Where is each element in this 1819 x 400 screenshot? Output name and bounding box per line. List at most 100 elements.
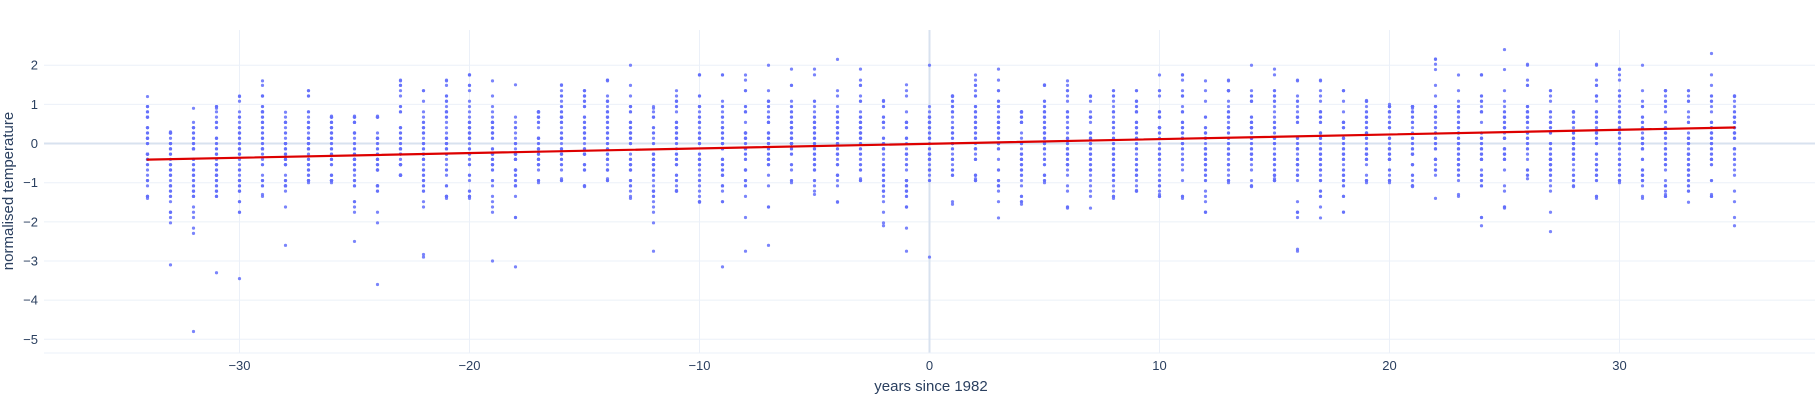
data-point	[237, 200, 242, 204]
data-point	[421, 200, 426, 204]
data-point	[214, 189, 219, 193]
data-point	[766, 89, 771, 93]
data-point	[375, 184, 380, 188]
data-point	[628, 141, 633, 146]
y-tick-label: 2	[31, 58, 38, 73]
data-point	[904, 249, 909, 253]
data-point	[1571, 126, 1576, 130]
data-point	[904, 152, 909, 156]
data-point	[1226, 120, 1231, 124]
data-point	[1203, 115, 1208, 119]
data-point	[536, 110, 541, 114]
data-point	[1019, 194, 1024, 198]
data-point	[1502, 104, 1507, 109]
data-point	[467, 83, 472, 87]
data-point	[858, 94, 863, 98]
data-point	[1295, 157, 1300, 161]
data-point	[214, 147, 219, 151]
data-point	[605, 163, 610, 167]
data-point	[237, 136, 242, 140]
data-point	[1640, 104, 1645, 109]
data-point	[1042, 126, 1047, 130]
data-point	[1456, 73, 1461, 77]
data-point	[1433, 115, 1438, 119]
data-point	[1548, 163, 1553, 167]
data-point	[1272, 152, 1277, 156]
data-point	[1134, 89, 1139, 93]
data-point	[467, 120, 472, 124]
data-point	[881, 200, 886, 204]
data-point	[1709, 131, 1714, 135]
data-point	[191, 136, 196, 140]
data-point	[1134, 173, 1139, 177]
data-point	[1732, 168, 1737, 172]
data-point	[1387, 173, 1392, 177]
data-point	[513, 184, 518, 188]
data-point	[1226, 89, 1231, 93]
data-point	[996, 110, 1001, 114]
data-point	[1157, 126, 1162, 130]
data-point	[1479, 224, 1484, 228]
x-tick-label: −30	[228, 358, 250, 373]
data-point	[329, 178, 334, 183]
data-point	[651, 136, 656, 140]
data-point	[1111, 115, 1116, 119]
data-point	[260, 115, 265, 119]
data-point	[237, 110, 242, 114]
data-point	[490, 200, 495, 204]
data-point	[812, 157, 817, 161]
data-point	[858, 152, 863, 156]
data-point	[1249, 147, 1254, 151]
data-point	[1341, 163, 1346, 167]
data-point	[1525, 157, 1530, 161]
data-point	[490, 147, 495, 151]
data-point	[858, 157, 863, 161]
data-point	[145, 126, 150, 130]
data-point	[1019, 163, 1024, 167]
data-point	[720, 184, 725, 188]
data-point	[1732, 157, 1737, 161]
data-point	[1617, 104, 1622, 109]
data-point	[283, 184, 288, 188]
data-point	[1226, 104, 1231, 109]
data-point	[536, 178, 541, 183]
data-point	[283, 243, 288, 247]
data-point	[697, 189, 702, 193]
data-point	[421, 147, 426, 151]
data-point	[536, 136, 541, 140]
data-point	[1065, 189, 1070, 193]
data-point	[1364, 110, 1369, 114]
data-point	[1502, 152, 1507, 156]
data-point	[651, 200, 656, 204]
data-point	[973, 78, 978, 82]
data-point	[1617, 178, 1622, 183]
data-point	[1640, 63, 1645, 67]
data-point	[812, 73, 817, 77]
data-point	[1663, 110, 1668, 114]
data-point	[191, 126, 196, 130]
data-point	[973, 120, 978, 124]
data-point	[1272, 110, 1277, 114]
data-point	[1686, 94, 1691, 98]
data-point	[1111, 94, 1116, 98]
data-point	[1088, 173, 1093, 177]
data-point	[674, 152, 679, 156]
data-point	[1732, 173, 1737, 177]
data-point	[191, 329, 196, 334]
data-point	[628, 104, 633, 109]
data-point	[1226, 178, 1231, 183]
data-point	[1479, 120, 1484, 124]
data-point	[927, 178, 932, 183]
data-point	[536, 141, 541, 146]
data-point	[1640, 136, 1645, 140]
data-point	[973, 157, 978, 161]
data-point	[927, 168, 932, 172]
data-point	[306, 141, 311, 146]
data-point	[605, 104, 610, 109]
data-point	[743, 78, 748, 82]
x-tick-label: −10	[688, 358, 710, 373]
data-point	[237, 94, 242, 98]
data-point	[398, 141, 403, 146]
data-point	[513, 168, 518, 172]
